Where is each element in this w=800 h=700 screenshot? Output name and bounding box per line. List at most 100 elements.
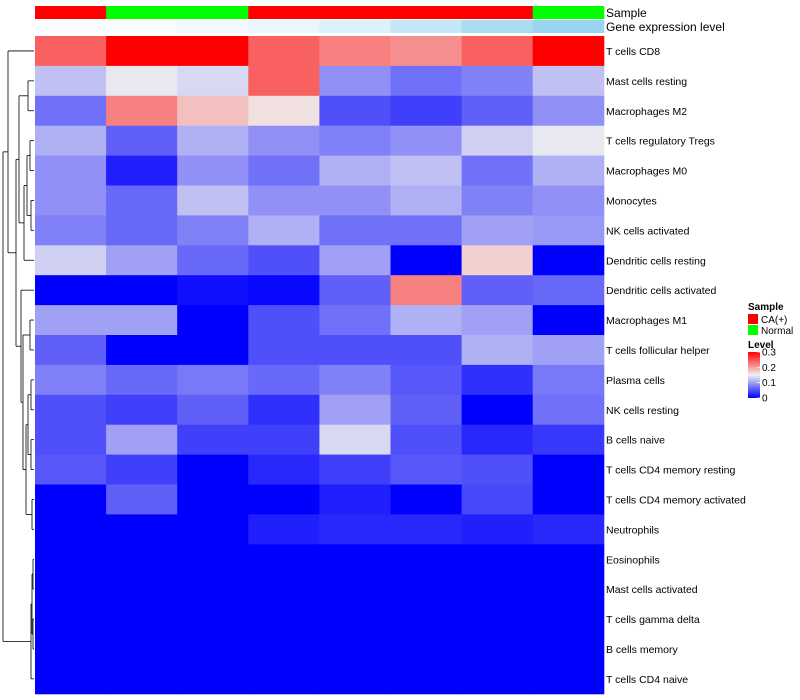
heatmap-cell <box>106 275 178 306</box>
heatmap-cell <box>532 275 605 306</box>
heatmap-cell <box>390 634 463 665</box>
heatmap-cell <box>35 215 107 246</box>
heatmap-cell <box>319 424 391 456</box>
heatmap-cell <box>177 275 249 306</box>
heatmap-cell <box>390 155 463 186</box>
heatmap-cell <box>35 305 107 336</box>
row-label: Neutrophils <box>606 524 659 536</box>
heatmap-cell <box>106 394 178 426</box>
heatmap-cell <box>461 424 534 456</box>
heatmap-cell <box>248 394 320 426</box>
heatmap-cell <box>461 275 534 306</box>
heatmap-cell <box>35 514 107 545</box>
heatmap-cell <box>532 245 605 276</box>
heatmap-cell <box>248 155 320 186</box>
heatmap-cell <box>390 95 463 127</box>
heatmap-cell <box>532 65 605 97</box>
heatmap-cell <box>106 155 178 186</box>
row-labels: T cells CD8 Mast cells resting Macrophages… <box>606 46 746 686</box>
heatmap-cell <box>390 424 463 456</box>
row-label: NK cells activated <box>606 225 690 237</box>
heatmap-cell <box>177 36 249 67</box>
heatmap-cell <box>177 514 249 545</box>
row-dendrogram <box>2 50 34 680</box>
heatmap-cell <box>532 484 605 515</box>
heatmap-cell <box>319 95 391 127</box>
heatmap-cell <box>532 215 605 246</box>
heatmap-cell <box>461 454 534 485</box>
sample-track-label: Sample <box>606 6 647 20</box>
heatmap-cell <box>248 484 320 515</box>
heatmap-cell <box>461 394 534 426</box>
sample-legend-title: Sample <box>748 302 784 313</box>
heatmap-cell <box>390 275 463 306</box>
heatmap-cell <box>390 663 463 695</box>
heatmap-cell <box>319 484 391 515</box>
heatmap-cell <box>532 424 605 456</box>
heatmap-cell <box>461 155 534 186</box>
heatmap-cell <box>177 185 249 216</box>
heatmap-cells <box>35 36 605 695</box>
heatmap-cell <box>248 454 320 485</box>
row-label: T cells regulatory Tregs <box>606 136 715 148</box>
heatmap-cell <box>35 155 107 186</box>
heatmap-cell <box>461 484 534 515</box>
heatmap-cell <box>532 574 605 605</box>
heatmap-cell <box>177 215 249 246</box>
heatmap-cell <box>532 125 605 157</box>
heatmap-cell <box>248 185 320 216</box>
heatmap-cell <box>461 125 534 157</box>
heatmap-cell <box>532 544 605 575</box>
heatmap-cell <box>532 95 605 127</box>
heatmap-cell <box>35 663 107 695</box>
heatmap-cell <box>319 454 391 485</box>
row-label: T cells follicular helper <box>606 345 710 357</box>
heatmap-cell <box>532 514 605 545</box>
heatmap-cell <box>461 574 534 605</box>
gene-expression-track-cell <box>177 20 249 33</box>
sample-track-cell <box>461 6 534 19</box>
heatmap-cell <box>532 394 605 426</box>
row-label: Dendritic cells resting <box>606 255 706 267</box>
row-label: B cells memory <box>606 644 679 656</box>
sample-legend-label: CA(+) <box>761 315 787 326</box>
heatmap-cell <box>248 125 320 157</box>
level-colorbar <box>748 352 760 398</box>
heatmap-cell <box>248 65 320 97</box>
heatmap-cell <box>35 36 107 67</box>
heatmap-cell <box>461 514 534 545</box>
row-label: Macrophages M2 <box>606 106 687 118</box>
heatmap-cell <box>106 604 178 635</box>
heatmap-cell <box>248 424 320 456</box>
heatmap-cell <box>319 305 391 336</box>
sample-track-cell <box>35 6 107 19</box>
sample-track-cell <box>248 6 320 19</box>
heatmap-cell <box>106 36 178 67</box>
heatmap-cell <box>248 36 320 67</box>
heatmap-cell <box>390 335 463 366</box>
heatmap-cell <box>35 335 107 366</box>
heatmap-cell <box>532 454 605 485</box>
heatmap-cell <box>177 544 249 575</box>
heatmap-cell <box>390 514 463 545</box>
heatmap-cell <box>248 663 320 695</box>
gene-expression-track-cell <box>248 20 320 33</box>
heatmap-cell <box>248 604 320 635</box>
level-tick-label: 0.3 <box>762 348 776 359</box>
row-label: Macrophages M0 <box>606 166 687 178</box>
heatmap-cell <box>319 155 391 186</box>
heatmap-cell <box>319 275 391 306</box>
heatmap-cell <box>532 634 605 665</box>
gene-expression-track-cell <box>319 20 391 33</box>
gene-expression-track-cell <box>390 20 463 33</box>
heatmap-cell <box>106 424 178 456</box>
heatmap-cell <box>532 335 605 366</box>
heatmap-cell <box>319 125 391 157</box>
heatmap-cell <box>319 364 391 396</box>
heatmap-cell <box>319 394 391 426</box>
heatmap-cell <box>390 125 463 157</box>
row-label: Eosinophils <box>606 554 660 566</box>
heatmap-cell <box>177 394 249 426</box>
heatmap-cell <box>461 364 534 396</box>
